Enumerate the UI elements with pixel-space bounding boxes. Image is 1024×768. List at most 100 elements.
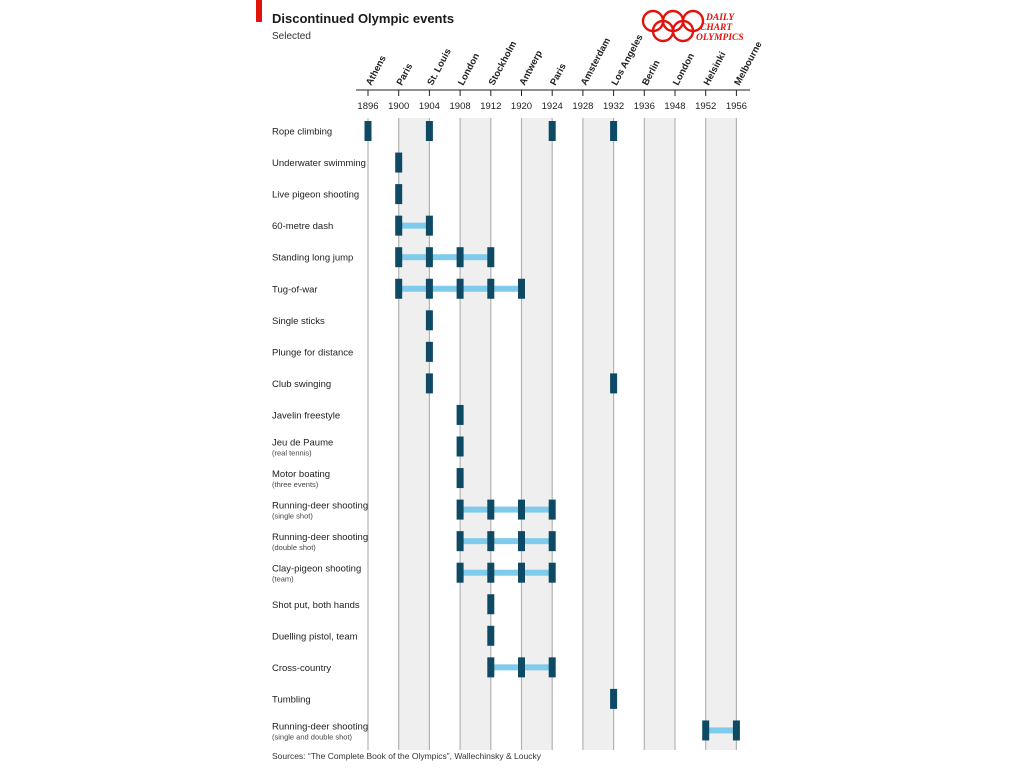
event-marker-1896 [364, 121, 372, 141]
event-marker-1900 [395, 152, 403, 173]
connector-bar [705, 727, 737, 734]
city-label-1948: London [671, 51, 697, 87]
band-1900 [398, 118, 430, 750]
event-row: Javelin freestyle [272, 404, 464, 425]
gridline-layer [367, 90, 738, 750]
city-label-1928: Amsterdam [579, 36, 613, 87]
event-marker-1932 [610, 121, 618, 141]
band-1936 [644, 118, 675, 750]
event-label: Single sticks [272, 316, 325, 327]
event-marker-1920 [518, 499, 525, 520]
chart-title: Discontinued Olympic events [272, 11, 454, 26]
event-label: Jeu de Paume [272, 438, 333, 449]
event-label: Motor boating [272, 469, 330, 480]
event-sublabel: (real tennis) [272, 449, 312, 458]
event-marker-1920 [518, 531, 525, 552]
event-row: Shot put, both hands [272, 594, 495, 615]
event-label: Rope climbing [272, 127, 332, 138]
event-label: Underwater swimming [272, 158, 366, 169]
event-row: Standing long jump [272, 247, 495, 268]
city-label-1900: Paris [395, 62, 416, 88]
band-1920 [521, 118, 553, 750]
city-label-1912: Stockholm [487, 39, 520, 87]
connector-bar [398, 254, 491, 261]
event-marker-1904 [425, 247, 433, 268]
event-label: Running-deer shooting [272, 501, 368, 512]
event-marker-1900 [395, 215, 403, 236]
logo-line-3: OLYMPICS [696, 33, 744, 43]
event-sublabel: (team) [272, 575, 294, 584]
event-marker-1924 [548, 657, 556, 678]
event-marker-1908 [456, 531, 464, 552]
event-marker-1904 [425, 215, 433, 236]
year-label-1932: 1932 [603, 101, 624, 112]
connector-bar [460, 538, 553, 545]
event-marker-1904 [425, 341, 433, 362]
event-label: Live pigeon shooting [272, 190, 359, 201]
band-1908 [460, 118, 491, 750]
event-sublabel: (three events) [272, 480, 319, 489]
event-marker-1924 [548, 121, 556, 141]
year-label-1908: 1908 [450, 101, 471, 112]
event-row: Duelling pistol, team [272, 625, 495, 646]
event-marker-1908 [456, 468, 464, 489]
event-row: Running-deer shooting(single shot) [272, 499, 556, 521]
event-row: Underwater swimming [272, 152, 403, 173]
year-label-1896: 1896 [357, 101, 378, 112]
event-label: Javelin freestyle [272, 410, 340, 421]
event-row: Running-deer shooting(double shot) [272, 531, 556, 552]
year-label-1912: 1912 [480, 101, 501, 112]
year-label-1900: 1900 [388, 101, 409, 112]
event-row: 60-metre dash [272, 215, 433, 236]
source-note: Sources: “The Complete Book of the Olymp… [272, 751, 542, 761]
city-label-1956: Melbourne [732, 40, 764, 88]
band-1928 [582, 118, 614, 750]
event-marker-1932 [610, 688, 618, 709]
city-label-1936: Berlin [640, 58, 662, 87]
year-label-1936: 1936 [634, 101, 655, 112]
connector-bar [398, 222, 430, 229]
event-row: Live pigeon shooting [272, 184, 403, 205]
event-marker-1912 [487, 278, 495, 299]
event-row: Clay-pigeon shooting(team) [272, 562, 556, 584]
event-marker-1920 [518, 562, 525, 583]
event-row: Motor boating(three events) [272, 468, 464, 489]
event-sublabel: (single shot) [272, 512, 313, 521]
event-row: Rope climbing [272, 121, 618, 141]
event-marker-1900 [395, 184, 403, 205]
event-label: Standing long jump [272, 253, 353, 264]
event-sublabel: (double shot) [272, 543, 316, 552]
event-marker-1912 [487, 657, 495, 678]
event-row: Jeu de Paume(real tennis) [272, 436, 464, 458]
event-marker-1912 [487, 562, 495, 583]
event-row: Tumbling [272, 688, 618, 709]
event-marker-1904 [425, 373, 433, 394]
accent-bar [256, 0, 262, 22]
year-label-1924: 1924 [542, 101, 563, 112]
logo-line-1: DAILY [705, 13, 735, 23]
event-marker-1904 [425, 278, 433, 299]
city-label-1920: Antwerp [517, 49, 545, 88]
event-marker-1908 [456, 562, 464, 583]
connector-bar [460, 506, 553, 513]
event-marker-1956 [732, 720, 740, 741]
event-row: Single sticks [272, 310, 433, 331]
city-label-1908: London [456, 51, 482, 87]
event-marker-1900 [395, 247, 403, 268]
event-row: Plunge for distance [272, 341, 433, 362]
event-marker-1952 [702, 720, 710, 741]
logo-line-2: CHART [700, 23, 733, 33]
event-label: Running-deer shooting [272, 532, 368, 543]
event-row: Running-deer shooting(single and double … [272, 720, 740, 741]
olympic-rings-icon [641, 9, 705, 43]
year-label-1904: 1904 [419, 101, 440, 112]
event-marker-1908 [456, 247, 464, 268]
event-marker-1904 [425, 310, 433, 331]
event-sublabel: (single and double shot) [272, 732, 353, 741]
event-label: 60-metre dash [272, 221, 333, 232]
year-label-1952: 1952 [695, 101, 716, 112]
event-label: Clay-pigeon shooting [272, 564, 361, 575]
event-marker-1932 [610, 373, 618, 394]
event-row: Tug-of-war [272, 278, 525, 299]
